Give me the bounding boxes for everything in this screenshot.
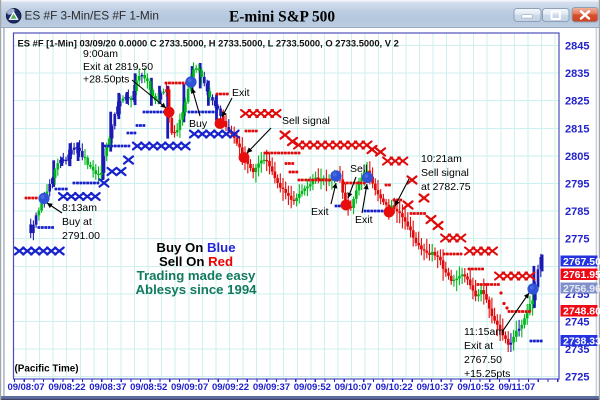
svg-text:2791.00: 2791.00 — [62, 230, 100, 242]
svg-text:Exit at 2819.50: Exit at 2819.50 — [83, 61, 153, 73]
svg-text:09/10:37: 09/10:37 — [416, 382, 453, 393]
svg-text:09/08:07: 09/08:07 — [7, 382, 44, 393]
svg-text:Exit: Exit — [232, 87, 250, 99]
svg-text:E-mini S&P 500: E-mini S&P 500 — [229, 9, 335, 26]
svg-text:2735: 2735 — [565, 344, 589, 356]
svg-text:2767.50: 2767.50 — [464, 354, 502, 366]
svg-text:Exit: Exit — [355, 214, 373, 226]
svg-text:2761.95: 2761.95 — [563, 269, 600, 281]
svg-text:09/08:37: 09/08:37 — [89, 382, 126, 393]
svg-text:09/09:07: 09/09:07 — [171, 382, 208, 393]
svg-text:09/08:52: 09/08:52 — [130, 382, 167, 393]
svg-text:2775: 2775 — [565, 234, 589, 246]
svg-text:+28.50pts: +28.50pts — [83, 74, 129, 86]
svg-text:09/09:37: 09/09:37 — [253, 382, 290, 393]
svg-text:09/09:52: 09/09:52 — [294, 382, 331, 393]
svg-text:2745: 2745 — [565, 317, 589, 329]
svg-text:09/10:07: 09/10:07 — [335, 382, 372, 393]
svg-text:Trading made easy: Trading made easy — [137, 268, 256, 283]
svg-text:8:13am: 8:13am — [62, 202, 97, 214]
svg-text:ES #F [1-Min] 03/09/20 0.0000: ES #F [1-Min] 03/09/20 0.0000 C 2733.500… — [18, 38, 399, 49]
svg-text:2725: 2725 — [565, 372, 589, 384]
svg-text:+15.25pts: +15.25pts — [464, 368, 510, 380]
svg-text:09/10:52: 09/10:52 — [457, 382, 494, 393]
svg-text:Exit at: Exit at — [464, 340, 493, 352]
svg-text:2795: 2795 — [565, 179, 589, 191]
svg-text:Ablesys since 1994: Ablesys since 1994 — [136, 282, 258, 297]
svg-text:2785: 2785 — [565, 206, 589, 218]
svg-text:Sell signal: Sell signal — [421, 167, 469, 179]
svg-text:2845: 2845 — [565, 41, 589, 53]
svg-text:Sell: Sell — [350, 163, 368, 175]
svg-text:ES #F 3-Min/ES #F 1-Min: ES #F 3-Min/ES #F 1-Min — [25, 9, 159, 23]
svg-text:2835: 2835 — [565, 68, 589, 80]
svg-text:Sell signal: Sell signal — [282, 115, 330, 127]
svg-text:2767.50: 2767.50 — [563, 256, 600, 268]
svg-text:9:00am: 9:00am — [83, 48, 118, 60]
svg-text:Exit: Exit — [311, 206, 329, 218]
svg-text:2748.80: 2748.80 — [563, 306, 600, 318]
svg-text:Sell On Red: Sell On Red — [159, 254, 233, 269]
svg-text:Buy On Blue: Buy On Blue — [156, 240, 235, 255]
svg-text:09/08:22: 09/08:22 — [48, 382, 85, 393]
svg-text:Buy at: Buy at — [62, 216, 92, 228]
svg-text:09/10:22: 09/10:22 — [376, 382, 413, 393]
svg-text:10:21am: 10:21am — [421, 153, 462, 165]
svg-text:2825: 2825 — [565, 96, 589, 108]
svg-text:11:15am: 11:15am — [464, 326, 504, 338]
svg-text:2815: 2815 — [565, 123, 589, 135]
svg-text:09/09:22: 09/09:22 — [212, 382, 249, 393]
svg-text:(Pacific Time): (Pacific Time) — [15, 364, 79, 375]
svg-text:09/11:07: 09/11:07 — [499, 382, 536, 393]
svg-text:at 2782.75: at 2782.75 — [421, 181, 471, 193]
svg-text:Buy: Buy — [189, 118, 208, 130]
svg-text:2738.33: 2738.33 — [563, 335, 600, 347]
svg-text:2756.96: 2756.96 — [563, 283, 600, 295]
svg-text:2805: 2805 — [565, 151, 589, 163]
